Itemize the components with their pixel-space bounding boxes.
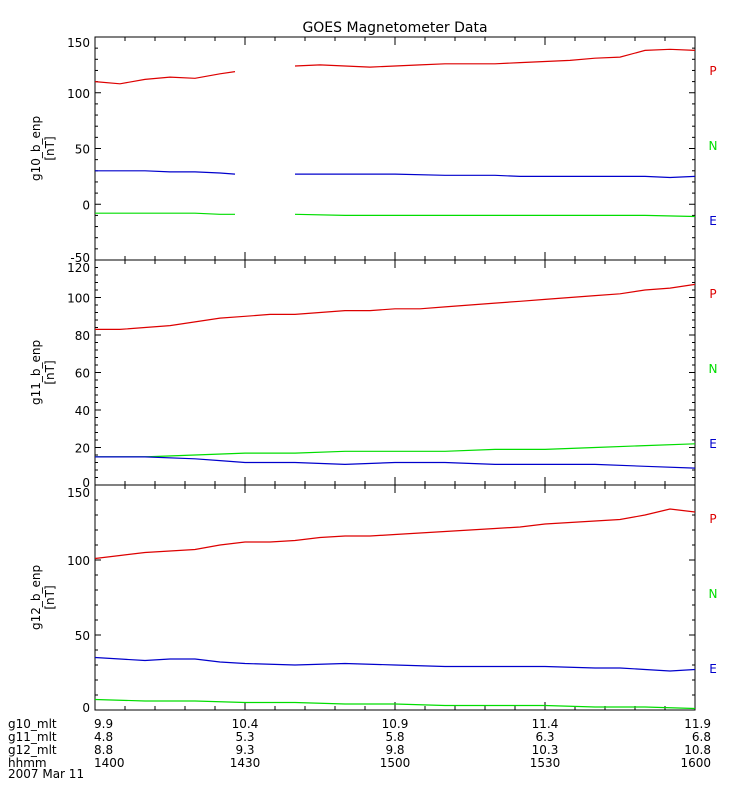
- y-axis-label: g12_b_enp: [29, 565, 43, 630]
- y-axis-unit: [nT]: [43, 136, 57, 160]
- y-tick-label: 40: [75, 404, 90, 418]
- footer-value: 10.9: [382, 717, 409, 731]
- series-line-P: [94, 71, 236, 85]
- footer-table: g10_mlt 9.9 10.4 10.9 11.4 11.9 g11_mlt 4.8 5.3 5…: [8, 717, 711, 770]
- y-tick-label: 50: [75, 629, 90, 643]
- series-line-E: [95, 170, 236, 175]
- footer-value: 1500: [380, 756, 411, 770]
- footer-value: 1430: [230, 756, 261, 770]
- y-tick-label: 100: [67, 87, 90, 101]
- footer-value: 1530: [530, 756, 561, 770]
- footer-row-label: hhmm: [8, 756, 47, 770]
- y-tick-label: -50: [70, 251, 90, 265]
- footer-value: 10.4: [232, 717, 259, 731]
- series-line-P: [294, 48, 696, 68]
- panel-1: -50 0 50 100 150 g10_b_enp [nT] P N E: [29, 36, 717, 265]
- series-line-N: [95, 212, 235, 215]
- series-line-N: [94, 698, 696, 710]
- y-axis-label: g11_b_enp: [29, 340, 43, 405]
- legend-P: P: [709, 64, 716, 78]
- y-tick-label: 0: [82, 198, 90, 212]
- y-axis-unit: [nT]: [43, 360, 57, 384]
- series-line-N: [294, 213, 696, 218]
- series-line-E: [95, 456, 696, 469]
- footer-value: 5.3: [235, 730, 254, 744]
- panel-3: 0 50 100 150 g12_b_enp [nT] P N E: [29, 484, 718, 715]
- footer-row-label: g10_mlt: [8, 717, 57, 731]
- footer-value: 9.8: [385, 743, 404, 757]
- y-tick-label: 150: [67, 36, 90, 50]
- y-tick-label: 120: [67, 261, 90, 275]
- legend-N: N: [709, 362, 718, 376]
- footer-value: 10.8: [684, 743, 711, 757]
- y-tick-label: 20: [75, 442, 90, 456]
- date-label: 2007 Mar 11: [8, 767, 84, 781]
- panel-2: 0 20 40 60 80 100 120 g11_b_enp [nT] P N E: [29, 259, 718, 490]
- series-line-E: [295, 173, 696, 179]
- footer-value: 6.3: [535, 730, 554, 744]
- footer-value: 9.9: [94, 717, 113, 731]
- y-tick-label: 100: [67, 292, 90, 306]
- footer-row-label: g11_mlt: [8, 730, 57, 744]
- y-tick-label: 50: [75, 143, 90, 157]
- y-tick-label: 0: [82, 476, 90, 490]
- footer-value: 8.8: [94, 743, 113, 757]
- series-line-N: [95, 443, 696, 458]
- chart-title: GOES Magnetometer Data: [302, 20, 487, 36]
- footer-value: 1400: [94, 756, 125, 770]
- footer-value: 11.9: [684, 717, 711, 731]
- legend-P: P: [709, 512, 716, 526]
- legend-P: P: [709, 287, 716, 301]
- series-line-P: [95, 283, 696, 330]
- y-tick-label: 150: [67, 486, 90, 500]
- y-axis-unit: [nT]: [43, 585, 57, 609]
- y-tick-label: 60: [75, 367, 90, 381]
- footer-value: 4.8: [94, 730, 113, 744]
- y-axis-label: g10_b_enp: [29, 116, 43, 181]
- footer-value: 1600: [680, 756, 711, 770]
- legend-E: E: [709, 662, 717, 676]
- y-tick-label: 0: [82, 701, 90, 715]
- footer-value: 9.3: [235, 743, 254, 757]
- plot-frame: [94, 484, 696, 711]
- footer-value: 11.4: [532, 717, 559, 731]
- legend-E: E: [709, 214, 717, 228]
- y-tick-label: 80: [75, 329, 90, 343]
- footer-row-label: g12_mlt: [8, 743, 57, 757]
- legend-N: N: [709, 587, 718, 601]
- legend-E: E: [709, 437, 717, 451]
- plot-frame: [94, 36, 696, 261]
- footer-value: 5.8: [385, 730, 404, 744]
- y-tick-label: 100: [67, 554, 90, 568]
- footer-value: 6.8: [692, 730, 711, 744]
- series-line-E: [94, 656, 696, 672]
- footer-value: 10.3: [532, 743, 559, 757]
- legend-N: N: [709, 139, 718, 153]
- series-line-P: [94, 508, 696, 560]
